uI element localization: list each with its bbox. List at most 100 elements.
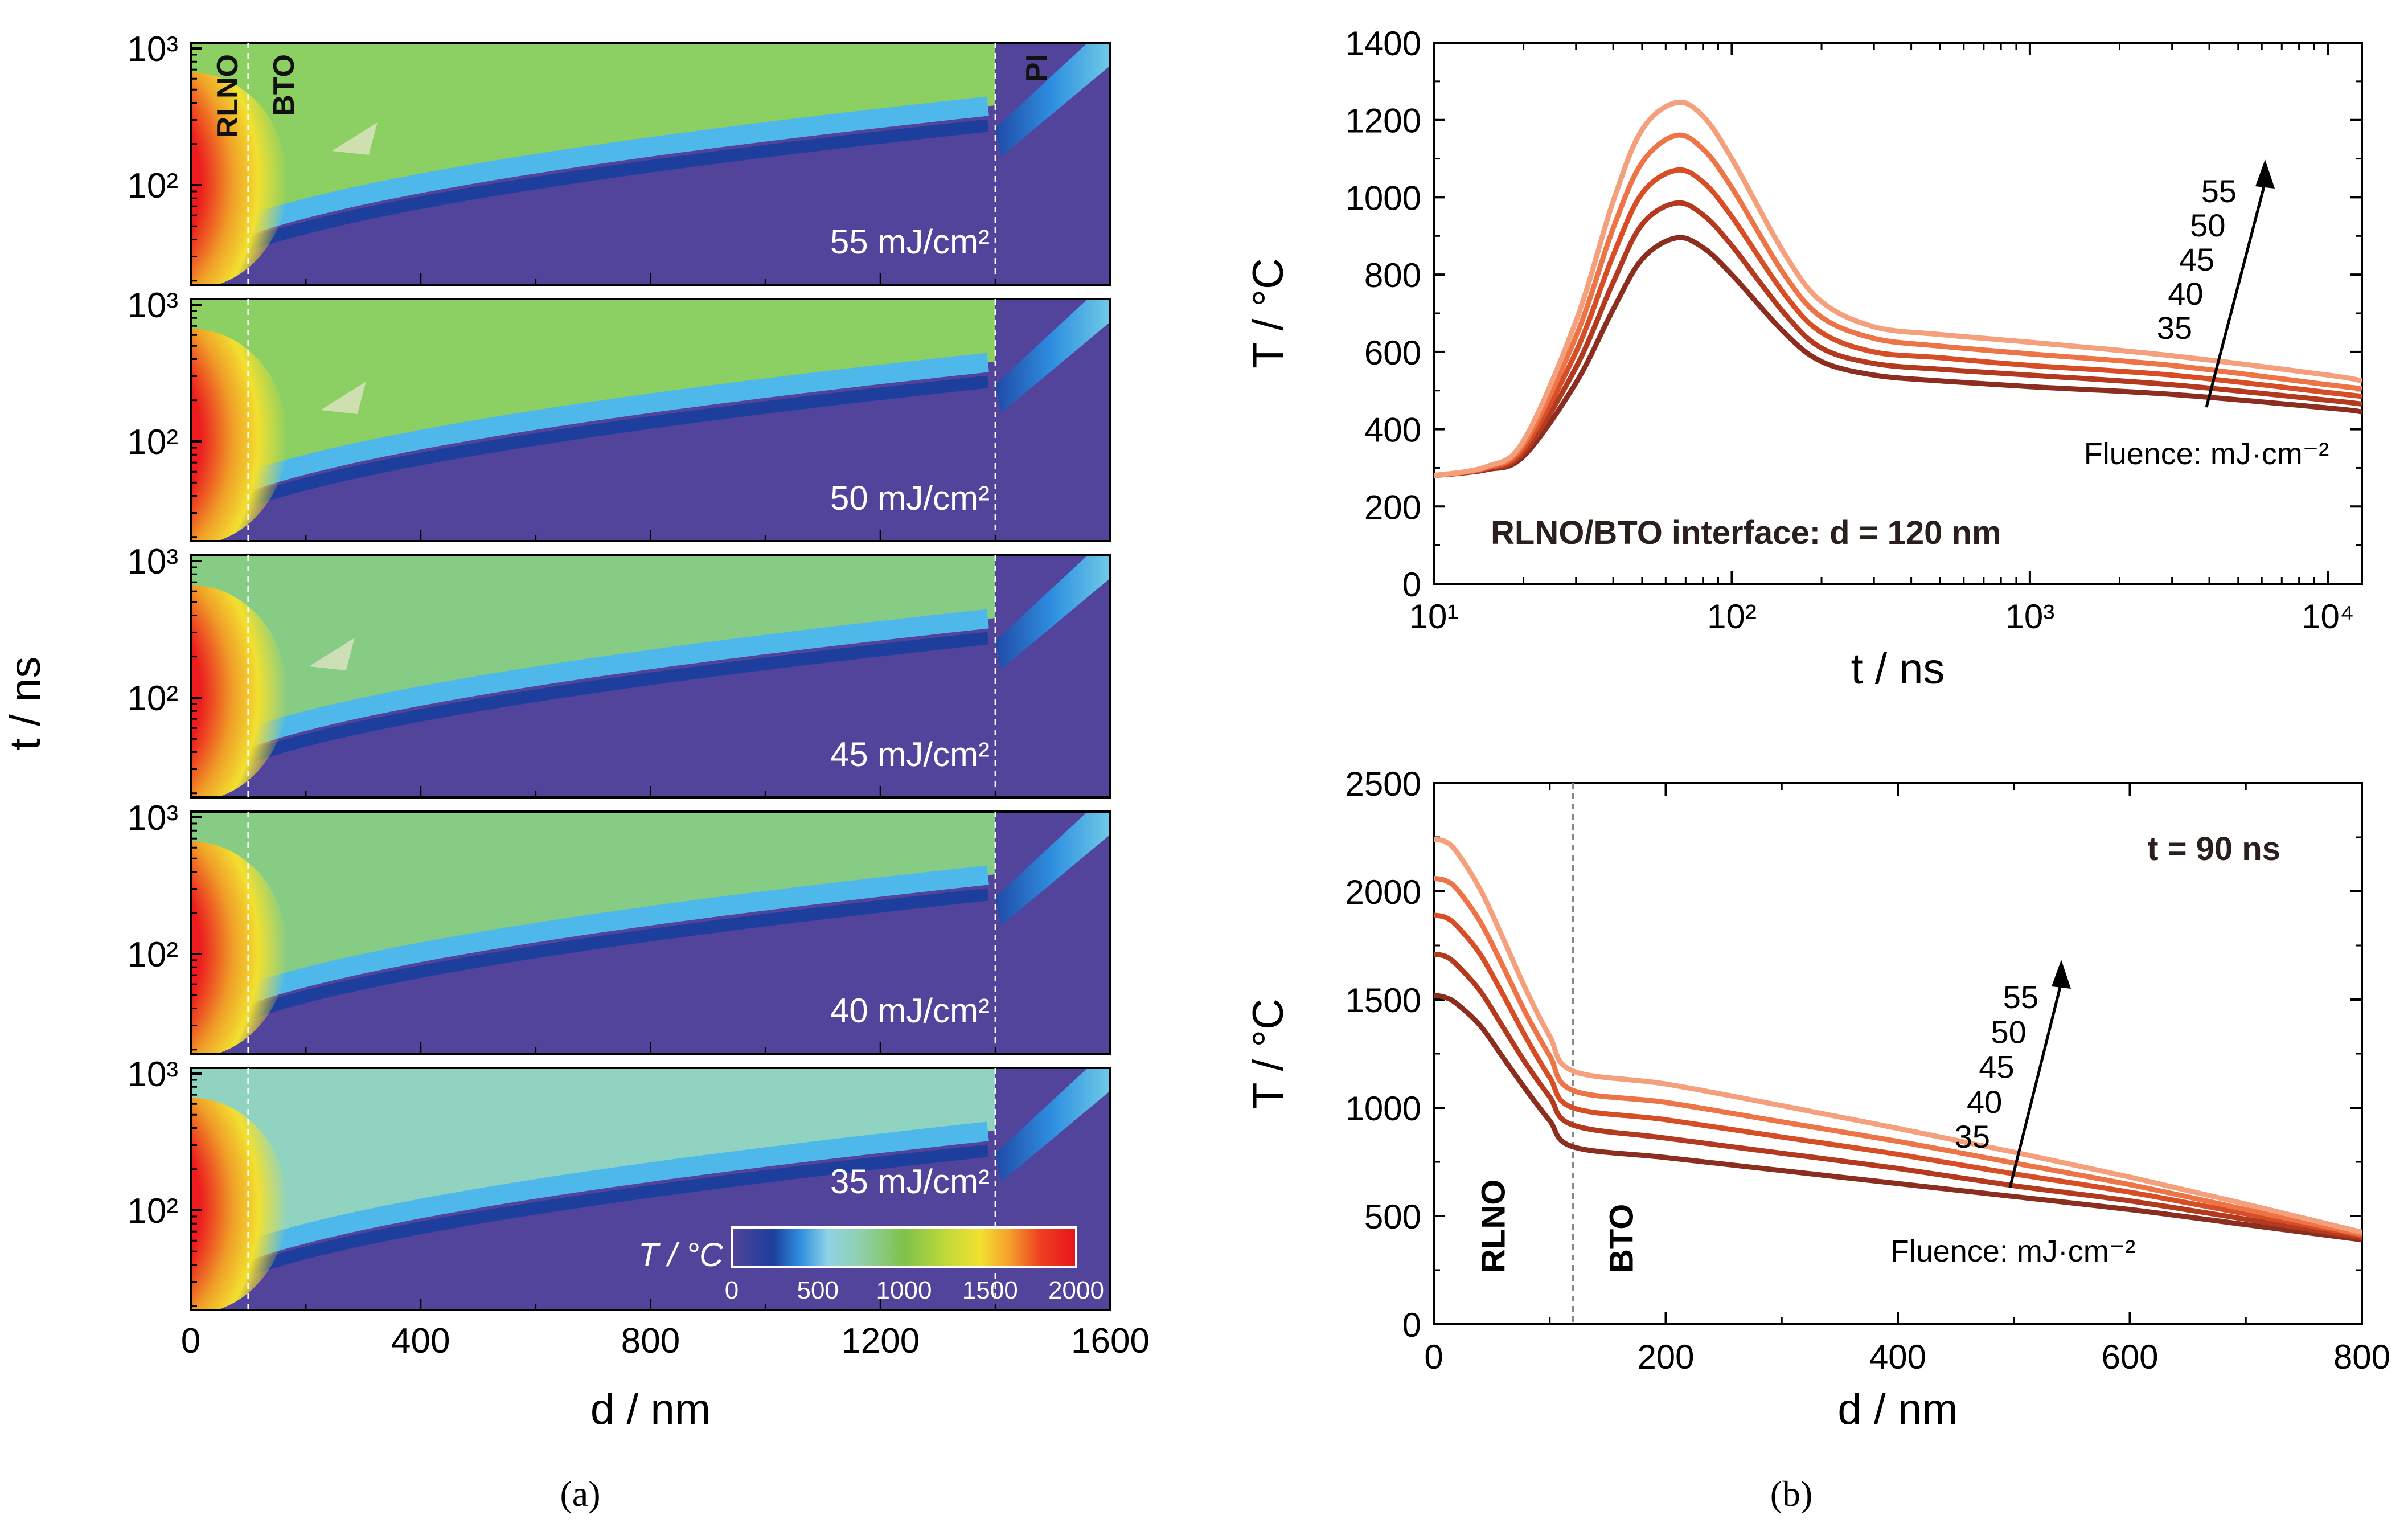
- y-tick-label: 500: [1364, 1198, 1421, 1236]
- layer-label-rlno: RLNO: [1475, 1180, 1512, 1273]
- colorbar-label: T / °C: [638, 1237, 724, 1274]
- layer-label-pi: PI: [1020, 54, 1053, 82]
- x-axis-label: d / nm: [1837, 1385, 1958, 1434]
- fluence-label-40: 40 mJ/cm²: [830, 992, 990, 1030]
- fluence-label-35: 35 mJ/cm²: [830, 1162, 990, 1201]
- y-tick-label: 10³: [127, 542, 178, 582]
- plot-frame: [1433, 42, 2363, 585]
- cooling-arrow-icon: [320, 382, 366, 414]
- heatmap-field: [191, 812, 1110, 1054]
- x-axis-label: d / nm: [590, 1385, 711, 1434]
- y-tick-label: 1200: [1345, 102, 1421, 140]
- line-chart-vs-depth: 0 500 1000 1500 2000 2500 0 200 400 600 800 d / nm T…: [1244, 765, 2390, 1434]
- legend-label-45: 45: [1979, 1049, 2014, 1085]
- heatmap-panel-45: 10³ 10² 45 mJ/cm²: [127, 542, 1111, 799]
- legend-label-50: 50: [1991, 1014, 2026, 1050]
- y-tick-label: 10³: [127, 286, 178, 325]
- cooling-arrow-icon: [331, 122, 378, 155]
- x-tick-label: 800: [2333, 1338, 2390, 1376]
- legend-label-45: 45: [2179, 241, 2214, 277]
- fluence-label-50: 50 mJ/cm²: [830, 479, 990, 517]
- legend-label-40: 40: [2168, 276, 2203, 312]
- y-tick-label: 2000: [1345, 873, 1421, 911]
- legend-title: Fluence: mJ·cm⁻²: [2084, 437, 2329, 471]
- x-tick-label: 0: [181, 1321, 200, 1361]
- series-line-45: [1434, 167, 2362, 478]
- y-axis-label: t / ns: [1, 657, 50, 751]
- y-tick-label: 10²: [127, 935, 178, 975]
- legend-label-55: 55: [2201, 173, 2237, 209]
- y-tick-label: 1000: [1345, 1090, 1421, 1128]
- increase-arrow-icon: [2008, 982, 2063, 1188]
- x-tick-label: 600: [2101, 1338, 2158, 1376]
- cooling-arrow-icon: [309, 638, 355, 670]
- y-tick-label: 10³: [127, 1055, 178, 1094]
- x-tick-label: 1200: [841, 1321, 920, 1361]
- series-line-45: [1434, 912, 2362, 1238]
- y-axis-label: T / °C: [1244, 998, 1293, 1109]
- series-line-40: [1434, 200, 2362, 478]
- legend-title: Fluence: mJ·cm⁻²: [1890, 1234, 2136, 1268]
- heatmap-panel-40: 10³ 10² 40 mJ/cm²: [127, 799, 1111, 1055]
- annotation-text: RLNO/BTO interface: d = 120 nm: [1491, 514, 2001, 551]
- legend-label-55: 55: [2003, 979, 2038, 1015]
- x-tick-label: 800: [621, 1321, 680, 1361]
- y-tick-label: 10³: [127, 799, 178, 838]
- series-line-35: [1434, 235, 2362, 478]
- y-tick-label: 10²: [127, 423, 178, 462]
- colorbar-tick-label: 0: [725, 1276, 739, 1304]
- y-tick-label: 1400: [1345, 24, 1421, 63]
- x-tick-label: 10³: [2005, 597, 2055, 636]
- y-tick-label: 10³: [127, 30, 178, 69]
- heatmap-field: [191, 1068, 1110, 1310]
- heatmap-panel-50: 10³ 10² 50 mJ/cm²: [127, 286, 1111, 542]
- y-tick-label: 1000: [1345, 179, 1421, 217]
- x-tick-label: 1600: [1071, 1321, 1150, 1361]
- x-tick-label: 10¹: [1409, 597, 1459, 636]
- y-tick-label: 200: [1364, 488, 1421, 526]
- fluence-label-55: 55 mJ/cm²: [830, 223, 990, 261]
- heatmap-panel-55: 10³ 10² 55 mJ/cm² RLNO BTO PI: [127, 30, 1111, 286]
- layer-label-rlno: RLNO: [211, 54, 244, 138]
- x-tick-label: 200: [1637, 1338, 1694, 1376]
- y-axis-label: T / °C: [1244, 258, 1293, 369]
- panel-b-label: (b): [1770, 1473, 1813, 1514]
- legend-label-40: 40: [1967, 1084, 2002, 1120]
- heatmap-field: [191, 555, 1110, 797]
- series-line-55: [1434, 837, 2362, 1235]
- layer-label-bto: BTO: [1603, 1204, 1640, 1273]
- series-line-55: [1434, 99, 2362, 478]
- increase-arrow-icon: [2205, 182, 2267, 408]
- y-tick-label: 10²: [127, 1192, 178, 1231]
- y-tick-label: 1500: [1345, 981, 1421, 1020]
- legend-label-50: 50: [2190, 207, 2225, 243]
- colorbar-tick-label: 1500: [962, 1276, 1018, 1304]
- colorbar-tick-label: 2000: [1048, 1276, 1104, 1304]
- x-axis-label: t / ns: [1851, 645, 1945, 693]
- colorbar-tick-label: 1000: [876, 1276, 932, 1304]
- heatmap-field: [191, 43, 1110, 285]
- line-chart-vs-time: 0 200 400 600 800 1000 1200 1400 10¹ 10² 10³ 10⁴ t /…: [1244, 24, 2363, 693]
- y-tick-label: 10²: [127, 166, 178, 206]
- series-line-50: [1434, 132, 2362, 478]
- panel-a-label: (a): [560, 1473, 600, 1514]
- colorbar-tick-label: 500: [797, 1276, 839, 1304]
- y-tick-label: 600: [1364, 334, 1421, 372]
- legend-label-35: 35: [2157, 310, 2192, 346]
- y-tick-label: 0: [1402, 1306, 1421, 1344]
- layer-label-bto: BTO: [268, 54, 301, 116]
- colorbar: T / °C0 500 1000 1500 2000: [638, 1226, 1104, 1304]
- series-line-40: [1434, 951, 2362, 1240]
- y-tick-label: 800: [1364, 256, 1421, 294]
- annotation-text: t = 90 ns: [2147, 830, 2280, 867]
- x-tick-label: 400: [391, 1321, 450, 1361]
- x-tick-label: 10⁴: [2302, 597, 2354, 636]
- y-tick-label: 10²: [127, 679, 178, 718]
- heatmap-field: [191, 299, 1110, 541]
- y-tick-label: 2500: [1345, 765, 1421, 803]
- fluence-label-45: 45 mJ/cm²: [830, 735, 990, 773]
- heatmap-panel-35: 10³ 10² 35 mJ/cm² T / °C0 500 1000 1500 2000: [127, 1055, 1111, 1311]
